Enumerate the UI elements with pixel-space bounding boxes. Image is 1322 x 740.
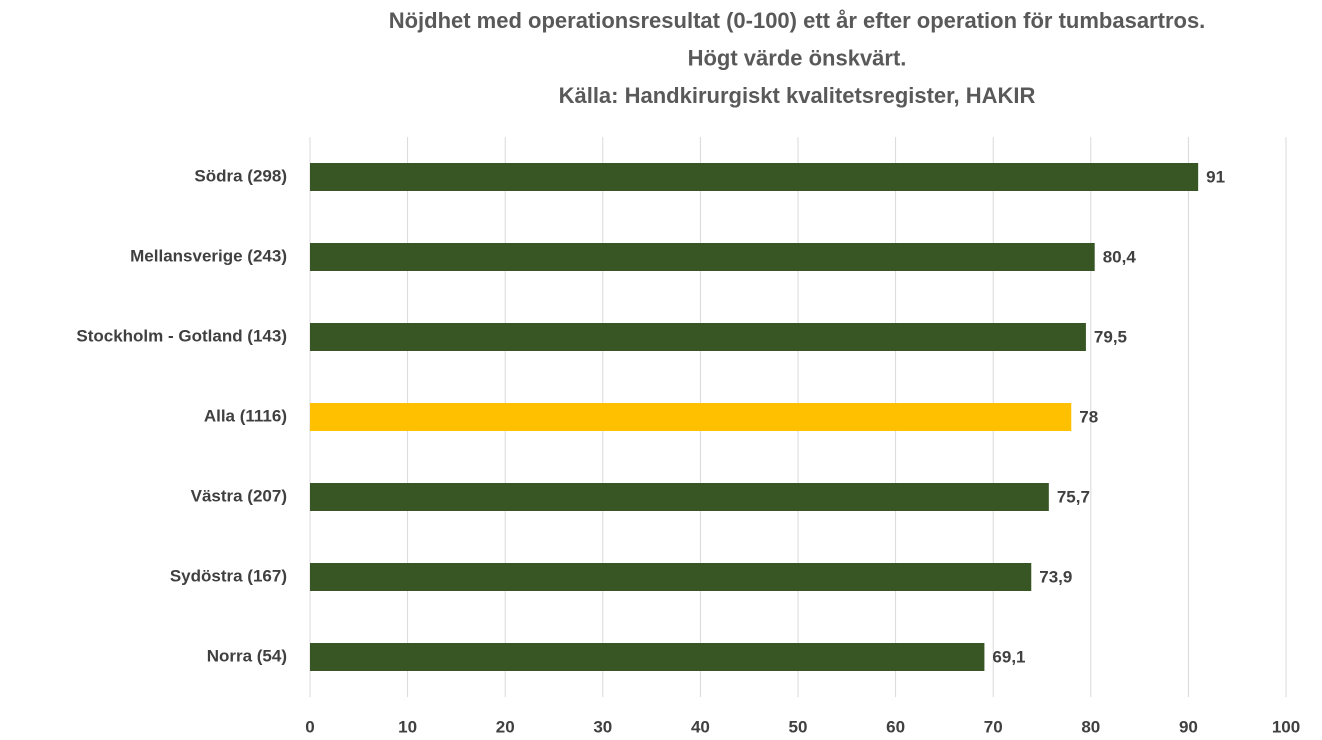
- data-label: 91: [1206, 167, 1225, 186]
- x-tick-label: 80: [1081, 717, 1100, 736]
- x-tick-label: 100: [1272, 717, 1300, 736]
- x-tick-label: 50: [789, 717, 808, 736]
- y-tick-label: Mellansverige (243): [130, 246, 287, 265]
- x-tick-label: 60: [886, 717, 905, 736]
- data-label: 79,5: [1094, 327, 1127, 346]
- data-label: 78: [1079, 407, 1098, 426]
- y-tick-label: Södra (298): [194, 166, 287, 185]
- bar: [310, 243, 1095, 271]
- x-tick-label: 30: [593, 717, 612, 736]
- x-tick-label: 90: [1179, 717, 1198, 736]
- y-tick-label: Norra (54): [207, 646, 287, 665]
- bar: [310, 323, 1086, 351]
- bar: [310, 563, 1032, 591]
- data-label: 73,9: [1039, 567, 1072, 586]
- data-label: 80,4: [1103, 247, 1137, 266]
- bar: [310, 643, 985, 671]
- x-tick-label: 20: [496, 717, 515, 736]
- chart-title: Nöjdhet med operationsresultat (0-100) e…: [389, 8, 1206, 33]
- bar: [310, 403, 1072, 431]
- y-tick-label: Västra (207): [191, 486, 287, 505]
- chart-title: Högt värde önskvärt.: [688, 45, 907, 70]
- y-tick-label: Stockholm - Gotland (143): [76, 326, 287, 345]
- x-tick-label: 10: [398, 717, 417, 736]
- x-tick-label: 40: [691, 717, 710, 736]
- chart-title: Källa: Handkirurgiskt kvalitetsregister,…: [559, 83, 1036, 108]
- x-tick-label: 0: [305, 717, 314, 736]
- x-tick-label: 70: [984, 717, 1003, 736]
- bar: [310, 163, 1199, 191]
- data-label: 75,7: [1057, 487, 1090, 506]
- y-tick-label: Sydöstra (167): [170, 566, 287, 585]
- y-tick-label: Alla (1116): [204, 406, 287, 425]
- bar: [310, 483, 1049, 511]
- data-label: 69,1: [992, 647, 1025, 666]
